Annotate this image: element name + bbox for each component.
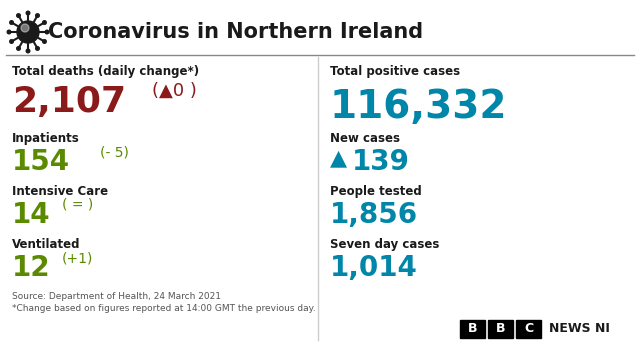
Text: Seven day cases: Seven day cases [330,238,440,251]
Circle shape [10,40,13,43]
FancyBboxPatch shape [488,320,513,338]
Circle shape [17,14,20,17]
Text: 116,332: 116,332 [330,88,508,126]
Text: 14: 14 [12,201,51,229]
Text: Ventilated: Ventilated [12,238,81,251]
Text: Total deaths (daily change*): Total deaths (daily change*) [12,65,199,78]
Circle shape [43,21,46,24]
Text: Coronavirus in Northern Ireland: Coronavirus in Northern Ireland [48,22,423,42]
Text: 139: 139 [352,148,410,176]
Circle shape [10,21,13,24]
FancyBboxPatch shape [516,320,541,338]
Text: Source: Department of Health, 24 March 2021: Source: Department of Health, 24 March 2… [12,292,221,301]
Text: 12: 12 [12,254,51,282]
Text: 1,856: 1,856 [330,201,418,229]
Text: B: B [496,323,505,336]
Text: (+1): (+1) [62,251,93,265]
Circle shape [26,49,30,53]
Text: *Change based on figures reported at 14:00 GMT the previous day.: *Change based on figures reported at 14:… [12,304,316,313]
Circle shape [36,14,39,17]
Circle shape [45,30,49,34]
Text: People tested: People tested [330,185,422,198]
Text: 2,107: 2,107 [12,85,126,119]
Text: B: B [468,323,477,336]
Text: 1,014: 1,014 [330,254,418,282]
Text: ▲: ▲ [330,148,347,168]
FancyBboxPatch shape [460,320,485,338]
Text: C: C [524,323,533,336]
Circle shape [26,11,30,15]
Text: Total positive cases: Total positive cases [330,65,460,78]
Circle shape [21,24,29,32]
Text: New cases: New cases [330,132,400,145]
Text: Intensive Care: Intensive Care [12,185,108,198]
Circle shape [36,47,39,50]
Circle shape [17,21,39,43]
Text: NEWS NI: NEWS NI [549,323,610,336]
Text: 154: 154 [12,148,70,176]
Circle shape [7,30,11,34]
Circle shape [17,47,20,50]
Text: Inpatients: Inpatients [12,132,80,145]
Text: (▲0 ): (▲0 ) [152,82,197,100]
Circle shape [43,40,46,43]
Text: ( = ): ( = ) [62,198,93,212]
Text: (- 5): (- 5) [100,145,129,159]
